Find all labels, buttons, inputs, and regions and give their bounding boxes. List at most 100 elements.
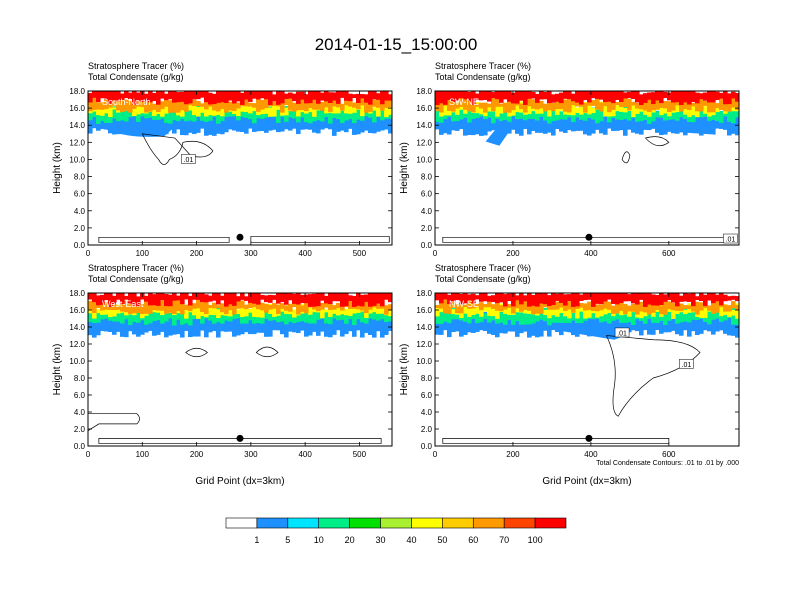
tracer-cell: [459, 91, 464, 99]
tracer-cell: [455, 293, 460, 301]
tracer-cell: [132, 109, 137, 134]
tracer-cell: [507, 306, 512, 315]
tracer-cell: [507, 293, 512, 302]
tracer-cell: [707, 91, 712, 103]
tracer-cell: [232, 91, 237, 104]
location-marker: [585, 233, 593, 241]
tracer-cell: [719, 111, 724, 123]
tracer-cell: [495, 109, 500, 133]
tracer-cell: [100, 113, 105, 130]
tracer-cell: [96, 109, 101, 124]
tracer-cell: [499, 110, 504, 135]
tracer-cell: [380, 91, 385, 105]
tracer-cell: [591, 111, 596, 134]
tracer-cell: [296, 293, 301, 305]
tracer-cell: [511, 92, 516, 104]
tracer-cell: [368, 307, 373, 314]
tracer-cell: [344, 293, 349, 307]
tracer-cell: [160, 91, 165, 99]
tracer-cell: [196, 107, 201, 117]
tracer-cell: [132, 302, 137, 314]
tracer-cell: [443, 104, 448, 116]
tracer-cell: [332, 92, 337, 101]
tracer-cell: [128, 110, 133, 118]
tracer-cell: [208, 106, 213, 116]
tracer-cell: [240, 293, 245, 300]
y-tick-label: 6.0: [74, 391, 86, 400]
tracer-cell: [120, 293, 125, 305]
tracer-cell: [675, 308, 680, 314]
tracer-cell: [683, 306, 688, 322]
tracer-cell: [523, 295, 528, 302]
tracer-cell: [595, 293, 600, 304]
tracer-cell: [184, 304, 189, 310]
contour-label: .01: [726, 237, 736, 244]
tracer-cell: [276, 104, 281, 110]
tracer-cell: [683, 293, 688, 302]
tracer-cell: [491, 92, 496, 99]
tracer-cell: [188, 303, 193, 312]
tracer-cell: [451, 309, 456, 315]
tracer-cell: [168, 304, 173, 313]
tracer-cell: [519, 107, 524, 119]
y-tick-label: 6.0: [421, 190, 433, 199]
tracer-cell: [328, 308, 333, 317]
tracer-cell: [88, 313, 93, 322]
tracer-cell: [320, 92, 325, 101]
panel-title-tracer: Stratosphere Tracer (%): [88, 61, 184, 71]
tracer-cell: [360, 110, 365, 133]
tracer-cell: [439, 100, 444, 113]
tracer-cell: [156, 112, 161, 133]
tracer-cell: [220, 99, 225, 110]
tracer-cell: [212, 310, 217, 326]
tracer-cell: [487, 105, 492, 112]
tracer-cell: [352, 313, 357, 326]
x-tick-label: 400: [298, 450, 312, 459]
tracer-cell: [491, 307, 496, 317]
tracer-cell: [348, 305, 353, 316]
tracer-cell: [619, 97, 624, 108]
tracer-cell: [172, 299, 177, 314]
tracer-cell: [699, 306, 704, 318]
tracer-cell: [296, 302, 301, 315]
tracer-cell: [364, 94, 369, 103]
tracer-cell: [527, 91, 532, 99]
tracer-cell: [252, 103, 257, 108]
tracer-cell: [92, 110, 97, 118]
tracer-cell: [583, 107, 588, 121]
tracer-cell: [691, 104, 696, 116]
x-tick-label: 100: [136, 249, 150, 258]
tracer-cell: [372, 99, 377, 107]
tracer-cell: [511, 105, 516, 116]
tracer-cell: [112, 304, 117, 311]
tracer-cell: [212, 307, 217, 316]
tracer-cell: [715, 312, 720, 332]
x-tick-label: 200: [190, 249, 204, 258]
tracer-cell: [324, 295, 329, 304]
tracer-cell: [591, 293, 596, 307]
tracer-cell: [276, 91, 281, 105]
tracer-cell: [300, 111, 305, 130]
tracer-cell: [695, 296, 700, 301]
tracer-cell: [264, 97, 269, 109]
tracer-cell: [623, 107, 628, 113]
tracer-cell: [463, 111, 468, 136]
tracer-cell: [695, 113, 700, 130]
tracer-cell: [543, 293, 548, 305]
tracer-cell: [388, 102, 392, 115]
tracer-cell: [280, 309, 285, 322]
tracer-cell: [312, 293, 317, 307]
y-tick-label: 0.0: [74, 241, 86, 250]
tracer-cell: [360, 294, 365, 307]
tracer-cell: [112, 313, 117, 335]
tracer-cell: [495, 102, 500, 117]
tracer-cell: [615, 293, 620, 305]
x-tick-label: 0: [433, 450, 438, 459]
tracer-cell: [663, 91, 668, 99]
tracer-cell: [368, 293, 373, 307]
tracer-cell: [272, 113, 277, 130]
tracer-cell: [735, 303, 739, 319]
tracer-cell: [695, 301, 700, 315]
tracer-cell: [595, 108, 600, 124]
tracer-cell: [623, 309, 628, 323]
